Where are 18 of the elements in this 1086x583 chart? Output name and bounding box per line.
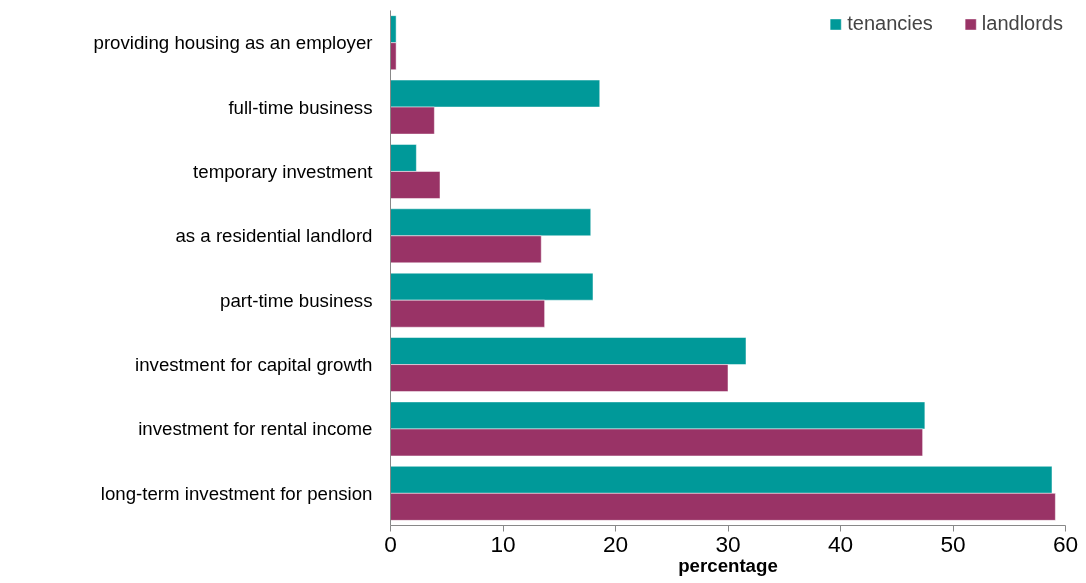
y-tick-label: investment for rental income <box>138 418 373 440</box>
x-tick-label: 50 <box>940 530 966 557</box>
legend-label: landlords <box>981 12 1063 35</box>
y-tick-label: full-time business <box>228 96 373 118</box>
x-axis-title: percentage <box>678 554 778 576</box>
x-tick-label: 20 <box>602 530 629 557</box>
x-tick-label: 30 <box>715 530 741 557</box>
y-tick-label: as a residential landlord <box>175 225 373 247</box>
y-tick-label: investment for capital growth <box>135 354 373 376</box>
y-tick-label: temporary investment <box>193 160 374 182</box>
y-tick-label: providing housing as an employer <box>93 32 373 54</box>
y-tick-label: part-time business <box>220 289 373 311</box>
x-tick-label: 40 <box>827 530 854 557</box>
y-tick-label: long-term investment for pension <box>100 482 373 504</box>
x-tick-label: 60 <box>1052 530 1079 557</box>
x-tick-label: 0 <box>384 530 397 557</box>
x-tick-label: 10 <box>490 530 516 557</box>
legend-label: tenancies <box>847 12 933 35</box>
